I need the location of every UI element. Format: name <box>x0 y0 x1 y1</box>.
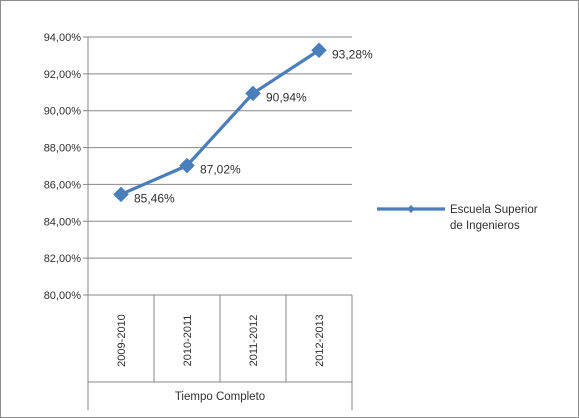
data-label: 87,02% <box>200 163 241 177</box>
data-point-marker <box>113 186 129 203</box>
y-tick-label: 90,00% <box>44 106 82 118</box>
x-tick-label: 2009-2010 <box>116 314 128 367</box>
legend-label: de Ingenieros <box>450 220 520 232</box>
y-tick-label: 84,00% <box>44 216 82 228</box>
y-tick-label: 82,00% <box>44 253 82 265</box>
data-point-marker <box>245 85 261 102</box>
legend-label: Escuela Superior <box>450 204 538 216</box>
y-tick-label: 88,00% <box>44 143 82 155</box>
x-category-group-label: Tiempo Completo <box>175 391 265 403</box>
data-point-marker <box>179 157 195 174</box>
y-tick-label: 80,00% <box>44 290 82 302</box>
data-label: 85,46% <box>134 191 175 205</box>
series-line <box>120 48 320 196</box>
x-tick-label: 2012-2013 <box>314 314 326 367</box>
data-point-marker <box>311 42 327 59</box>
x-tick-label: 2010-2011 <box>182 315 194 367</box>
x-tick-label: 2011-2012 <box>248 315 260 367</box>
data-label: 93,28% <box>332 47 373 61</box>
y-tick-label: 86,00% <box>44 179 82 191</box>
y-tick-label: 94,00% <box>44 32 82 44</box>
legend-marker <box>407 205 415 213</box>
y-tick-label: 92,00% <box>44 69 82 81</box>
data-label: 90,94% <box>266 90 307 104</box>
